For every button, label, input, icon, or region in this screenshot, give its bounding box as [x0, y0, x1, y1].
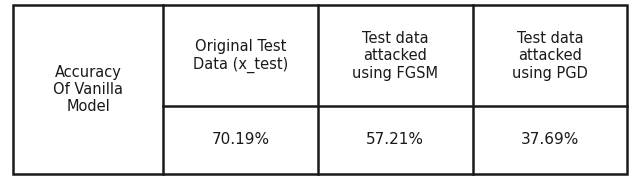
- Text: Test data
attacked
using FGSM: Test data attacked using FGSM: [352, 31, 438, 81]
- Text: 37.69%: 37.69%: [521, 132, 579, 147]
- Text: Test data
attacked
using PGD: Test data attacked using PGD: [512, 31, 588, 81]
- Text: Original Test
Data (x_test): Original Test Data (x_test): [193, 39, 288, 73]
- Text: 70.19%: 70.19%: [212, 132, 269, 147]
- Text: 57.21%: 57.21%: [366, 132, 424, 147]
- Text: Accuracy
Of Vanilla
Model: Accuracy Of Vanilla Model: [53, 65, 123, 114]
